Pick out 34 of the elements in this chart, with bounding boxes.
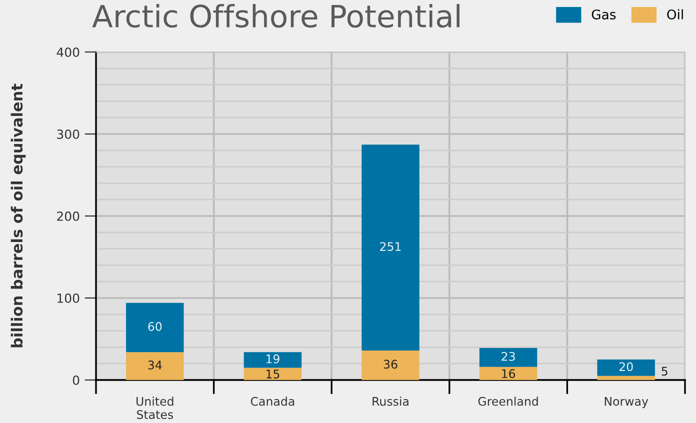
bar — [597, 376, 655, 380]
x-tick-label: Greenland — [478, 396, 538, 406]
data-label: 251 — [380, 242, 401, 251]
y-tick-label: 0 — [72, 375, 80, 385]
bar — [479, 348, 538, 367]
bar — [479, 366, 538, 380]
legend-label: Oil — [667, 9, 683, 20]
bar — [126, 352, 184, 380]
y-tick-label: 300 — [57, 129, 80, 139]
bar — [244, 352, 302, 368]
data-label: 16 — [502, 369, 516, 378]
bar — [244, 368, 302, 380]
y-tick-label: 100 — [58, 293, 80, 303]
bar — [362, 144, 420, 350]
legend-label: Gas — [592, 9, 616, 20]
x-tick-label: Norway — [604, 397, 648, 408]
data-label: 34 — [148, 360, 162, 370]
y-tick-label: 200 — [57, 211, 80, 221]
data-label: 19 — [266, 354, 280, 364]
chart-title: Arctic Offshore Potential — [92, 4, 460, 28]
data-label: 15 — [266, 370, 280, 379]
x-tick-label: Canada — [250, 396, 294, 406]
data-label: 36 — [384, 360, 398, 369]
x-tick-label: Russia — [372, 396, 408, 406]
y-axis-title: billion barrels of oil equivalent — [10, 84, 26, 348]
data-label: 60 — [148, 322, 162, 331]
x-tick-label: United States — [136, 396, 174, 420]
bar — [362, 350, 420, 380]
data-label: 23 — [502, 352, 515, 361]
data-label: 20 — [619, 362, 633, 372]
y-tick-label: 400 — [56, 47, 80, 57]
bar — [597, 360, 655, 376]
data-label: 5 — [662, 366, 668, 376]
bar — [126, 302, 184, 352]
